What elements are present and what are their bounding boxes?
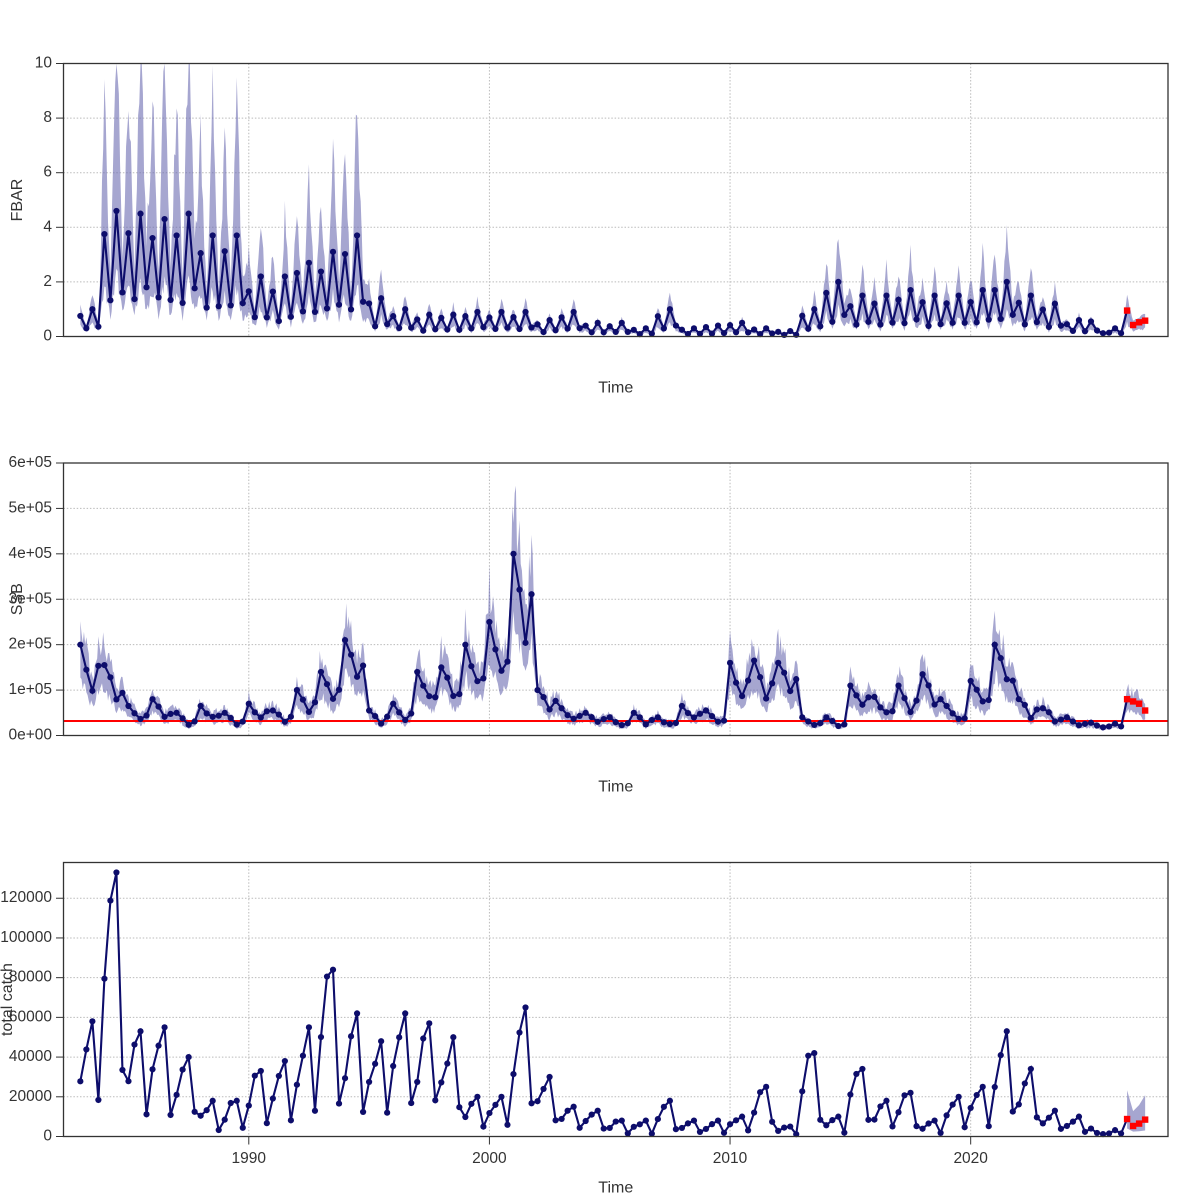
- svg-text:total catch: total catch: [0, 963, 16, 1036]
- svg-text:40000: 40000: [9, 1048, 52, 1065]
- svg-text:20000: 20000: [9, 1088, 52, 1105]
- svg-text:1e+05: 1e+05: [8, 681, 52, 698]
- svg-text:SSB: SSB: [9, 583, 26, 615]
- svg-text:8: 8: [43, 109, 52, 126]
- svg-text:FBAR: FBAR: [9, 179, 26, 222]
- svg-text:0: 0: [43, 1128, 52, 1145]
- svg-text:Time: Time: [598, 779, 633, 796]
- svg-text:2010: 2010: [713, 1150, 748, 1167]
- svg-text:0: 0: [43, 328, 52, 345]
- svg-text:6: 6: [43, 164, 52, 181]
- svg-text:2020: 2020: [953, 1150, 988, 1167]
- svg-text:5e+05: 5e+05: [8, 499, 52, 516]
- svg-text:Time: Time: [598, 1180, 633, 1197]
- svg-text:4e+05: 4e+05: [8, 545, 52, 562]
- svg-text:120000: 120000: [0, 889, 52, 906]
- svg-text:4: 4: [43, 218, 52, 235]
- svg-text:2000: 2000: [472, 1150, 507, 1167]
- svg-text:1990: 1990: [232, 1150, 267, 1167]
- svg-text:Time: Time: [598, 380, 633, 397]
- svg-text:2e+05: 2e+05: [8, 636, 52, 653]
- svg-text:10: 10: [35, 55, 53, 72]
- svg-text:0e+00: 0e+00: [8, 727, 52, 744]
- svg-text:100000: 100000: [0, 929, 52, 946]
- svg-text:2: 2: [43, 273, 52, 290]
- svg-text:6e+05: 6e+05: [8, 454, 52, 471]
